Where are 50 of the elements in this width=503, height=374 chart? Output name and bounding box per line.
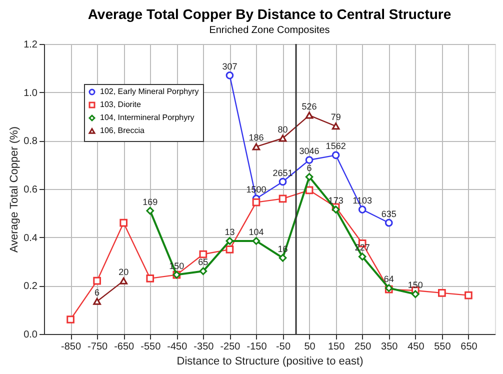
annotation: 104: [248, 226, 264, 237]
x-tick-label: 550: [434, 342, 452, 352]
x-tick-label: 250: [354, 342, 372, 352]
annotation: 307: [222, 61, 238, 72]
legend-label: 103, Diorite: [100, 100, 142, 109]
annotation: 526: [302, 101, 317, 112]
annotation: 20: [118, 266, 129, 277]
legend-label: 102, Early Mineral Porphyry: [100, 87, 199, 96]
x-tick-label: -550: [140, 342, 162, 352]
x-tick-label: -250: [220, 342, 241, 352]
x-tick-label: 450: [408, 342, 425, 352]
annotation: 80: [278, 124, 288, 134]
x-axis-title: Distance to Structure (positive to east): [176, 356, 364, 368]
annotation: 13: [224, 226, 235, 237]
annotation: 65: [198, 257, 208, 268]
annotation: 2651: [272, 168, 293, 178]
annotation: 169: [142, 196, 158, 207]
x-tick-label: -850: [61, 342, 82, 352]
y-tick-label: 0.6: [24, 184, 38, 196]
annotation: 64: [384, 274, 394, 284]
annotation: 6: [306, 162, 312, 173]
x-tick-label: -750: [88, 342, 108, 352]
legend-label: 106, Breccia: [100, 126, 146, 135]
x-tick-label: -650: [114, 342, 135, 352]
annotation: 1562: [326, 141, 346, 152]
annotation: 173: [328, 196, 344, 206]
annotation: 3046: [299, 146, 320, 156]
legend-label: 104, Intermineral Porphyry: [100, 113, 194, 122]
annotation: 635: [381, 208, 396, 219]
x-tick-label: -450: [167, 342, 188, 352]
x-tick-label: 150: [328, 342, 346, 352]
x-tick-label: -150: [246, 342, 268, 352]
annotation: 79: [330, 112, 341, 122]
y-tick-label: 0.2: [24, 281, 38, 292]
y-tick-label: 1.0: [24, 88, 38, 99]
annotation: 186: [248, 132, 264, 143]
annotation: 6: [94, 287, 100, 298]
x-tick-label: 50: [304, 342, 316, 352]
x-tick-label: 650: [460, 342, 478, 352]
x-tick-label: -350: [194, 342, 214, 352]
y-tick-label: 0.0: [24, 330, 38, 340]
y-tick-label: 0.8: [24, 136, 38, 148]
chart-title: Average Total Copper By Distance to Central Structure: [88, 6, 452, 22]
chart-subtitle: Enriched Zone Composites: [209, 25, 330, 36]
y-axis-title: Average Total Copper (%): [8, 126, 21, 253]
y-tick-label: 1.2: [24, 40, 38, 50]
x-tick-label: 350: [381, 342, 398, 352]
y-tick-label: 0.4: [24, 232, 38, 244]
annotation: 150: [408, 280, 423, 290]
x-tick-label: -50: [276, 342, 291, 352]
